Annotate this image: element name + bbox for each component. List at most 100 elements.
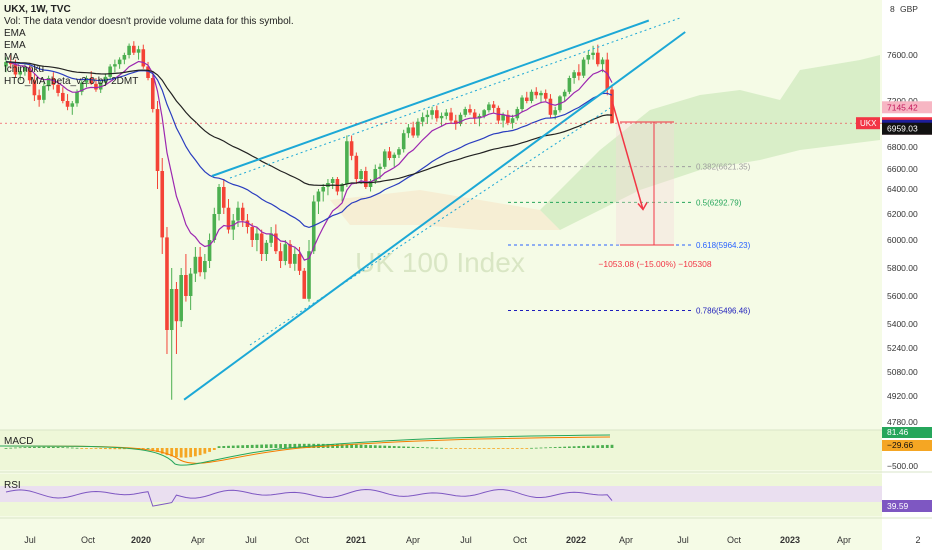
candle-body[interactable] [520, 97, 524, 110]
candle-body[interactable] [392, 154, 397, 158]
candle-body[interactable] [255, 233, 259, 241]
candle-body[interactable] [94, 83, 98, 90]
candle-body[interactable] [349, 141, 354, 156]
candle-body[interactable] [245, 220, 250, 228]
candle-body[interactable] [581, 59, 586, 76]
candle-body[interactable] [416, 121, 420, 136]
candle-body[interactable] [586, 55, 591, 60]
candle-body[interactable] [463, 109, 468, 115]
candle-body[interactable] [212, 214, 217, 240]
candle-body[interactable] [184, 275, 188, 296]
candle-body[interactable] [132, 45, 136, 53]
candle-body[interactable] [174, 289, 179, 322]
candle-body[interactable] [610, 89, 614, 124]
candle-body[interactable] [226, 207, 231, 230]
candle-body[interactable] [79, 82, 84, 92]
candle-body[interactable] [32, 80, 37, 96]
candle-body[interactable] [127, 45, 131, 55]
candle-body[interactable] [65, 101, 70, 107]
candle-body[interactable] [382, 151, 387, 167]
candle-body[interactable] [108, 66, 112, 77]
candle-body[interactable] [250, 227, 254, 240]
candle-body[interactable] [534, 91, 539, 96]
candle-body[interactable] [221, 187, 226, 208]
projection-arrow[interactable] [611, 100, 644, 210]
candle-body[interactable] [288, 244, 292, 264]
rsi-value-badge[interactable] [882, 500, 932, 512]
candle-body[interactable] [524, 97, 529, 101]
candle-body[interactable] [42, 86, 46, 100]
candle-body[interactable] [98, 82, 103, 90]
candle-body[interactable] [439, 115, 444, 119]
candle-body[interactable] [146, 66, 150, 79]
candle-body[interactable] [283, 244, 288, 261]
indicator-ema-1[interactable]: EMA [4, 28, 26, 39]
candle-body[interactable] [51, 78, 56, 85]
candle-body[interactable] [278, 251, 283, 261]
candle-body[interactable] [311, 201, 316, 252]
candle-body[interactable] [562, 91, 567, 97]
candle-body[interactable] [269, 233, 273, 243]
candle-body[interactable] [4, 61, 8, 67]
candle-body[interactable] [468, 109, 472, 113]
candle-body[interactable] [84, 78, 89, 83]
candle-body[interactable] [13, 64, 18, 75]
candle-body[interactable] [458, 114, 463, 124]
candle-body[interactable] [18, 71, 23, 75]
candle-body[interactable] [501, 114, 505, 121]
candle-body[interactable] [316, 191, 321, 202]
candle-body[interactable] [430, 110, 434, 115]
macd-value-badge[interactable] [882, 427, 932, 438]
indicator-ma[interactable]: MA [4, 52, 19, 63]
candle-body[interactable] [56, 84, 60, 93]
candle-body[interactable] [543, 92, 548, 99]
candle-body[interactable] [453, 120, 458, 124]
candle-body[interactable] [572, 72, 576, 78]
candle-body[interactable] [515, 109, 520, 119]
candle-body[interactable] [491, 104, 496, 108]
candle-body[interactable] [397, 149, 401, 155]
candle-body[interactable] [420, 117, 425, 122]
candle-body[interactable] [472, 112, 477, 119]
candle-body[interactable] [292, 254, 297, 264]
candle-body[interactable] [482, 110, 486, 116]
candle-body[interactable] [411, 127, 415, 136]
candle-body[interactable] [539, 92, 543, 96]
candle-body[interactable] [595, 52, 600, 65]
candle-body[interactable] [89, 78, 94, 84]
indicator-hto[interactable]: HTO_MA_beta_v2.0 by 2DMT [4, 76, 139, 87]
candle-body[interactable] [207, 240, 212, 261]
candle-body[interactable] [510, 118, 515, 123]
candle-body[interactable] [117, 59, 122, 65]
candle-body[interactable] [27, 67, 32, 81]
candle-body[interactable] [553, 110, 557, 115]
candle-body[interactable] [577, 72, 581, 76]
candle-body[interactable] [240, 207, 245, 221]
candle-body[interactable] [274, 233, 278, 252]
candle-body[interactable] [217, 187, 221, 214]
candle-body[interactable] [345, 141, 349, 184]
symbol-line[interactable]: UKX, 1W, TVC [4, 4, 71, 15]
candle-body[interactable] [487, 104, 491, 111]
price-badge[interactable] [882, 122, 932, 135]
candle-body[interactable] [198, 256, 202, 273]
candle-body[interactable] [477, 115, 482, 119]
candle-body[interactable] [387, 151, 392, 158]
candle-body[interactable] [506, 114, 510, 123]
candle-body[interactable] [378, 166, 382, 169]
upper-channel-line[interactable] [211, 19, 650, 177]
candle-body[interactable] [179, 275, 183, 322]
candle-body[interactable] [141, 49, 146, 67]
candle-body[interactable] [155, 109, 160, 171]
price-badge[interactable] [882, 101, 932, 114]
indicator-ema-2[interactable]: EMA [4, 40, 26, 51]
candle-body[interactable] [449, 112, 453, 121]
candle-body[interactable] [307, 251, 311, 299]
candle-body[interactable] [236, 207, 240, 221]
candle-body[interactable] [136, 49, 141, 53]
lower-channel-line[interactable] [183, 31, 686, 401]
candle-body[interactable] [444, 112, 449, 116]
candle-body[interactable] [401, 133, 406, 150]
candle-body[interactable] [600, 59, 605, 65]
